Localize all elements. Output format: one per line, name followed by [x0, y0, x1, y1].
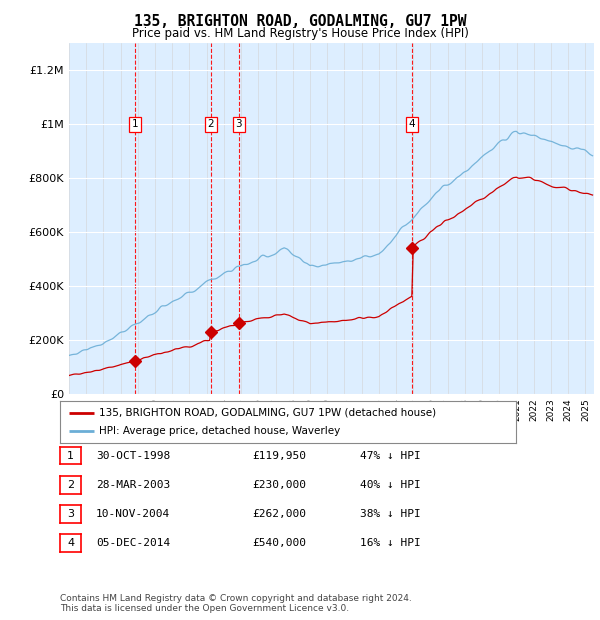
Text: 16% ↓ HPI: 16% ↓ HPI	[360, 538, 421, 548]
Text: 40% ↓ HPI: 40% ↓ HPI	[360, 480, 421, 490]
Text: £230,000: £230,000	[252, 480, 306, 490]
Text: £540,000: £540,000	[252, 538, 306, 548]
Text: 2: 2	[208, 119, 214, 129]
Text: £119,950: £119,950	[252, 451, 306, 461]
Text: Price paid vs. HM Land Registry's House Price Index (HPI): Price paid vs. HM Land Registry's House …	[131, 27, 469, 40]
Text: 30-OCT-1998: 30-OCT-1998	[96, 451, 170, 461]
Text: Contains HM Land Registry data © Crown copyright and database right 2024.
This d: Contains HM Land Registry data © Crown c…	[60, 594, 412, 613]
Text: 3: 3	[235, 119, 242, 129]
Text: 28-MAR-2003: 28-MAR-2003	[96, 480, 170, 490]
Text: 2: 2	[67, 480, 74, 490]
Text: 135, BRIGHTON ROAD, GODALMING, GU7 1PW: 135, BRIGHTON ROAD, GODALMING, GU7 1PW	[134, 14, 466, 29]
Text: HPI: Average price, detached house, Waverley: HPI: Average price, detached house, Wave…	[99, 427, 340, 436]
Text: 4: 4	[409, 119, 415, 129]
Text: 135, BRIGHTON ROAD, GODALMING, GU7 1PW (detached house): 135, BRIGHTON ROAD, GODALMING, GU7 1PW (…	[99, 408, 436, 418]
Text: 1: 1	[67, 451, 74, 461]
Text: 1: 1	[131, 119, 138, 129]
Text: 05-DEC-2014: 05-DEC-2014	[96, 538, 170, 548]
Text: 47% ↓ HPI: 47% ↓ HPI	[360, 451, 421, 461]
Text: £262,000: £262,000	[252, 509, 306, 519]
Text: 3: 3	[67, 509, 74, 519]
Text: 4: 4	[67, 538, 74, 548]
Text: 10-NOV-2004: 10-NOV-2004	[96, 509, 170, 519]
Text: 38% ↓ HPI: 38% ↓ HPI	[360, 509, 421, 519]
